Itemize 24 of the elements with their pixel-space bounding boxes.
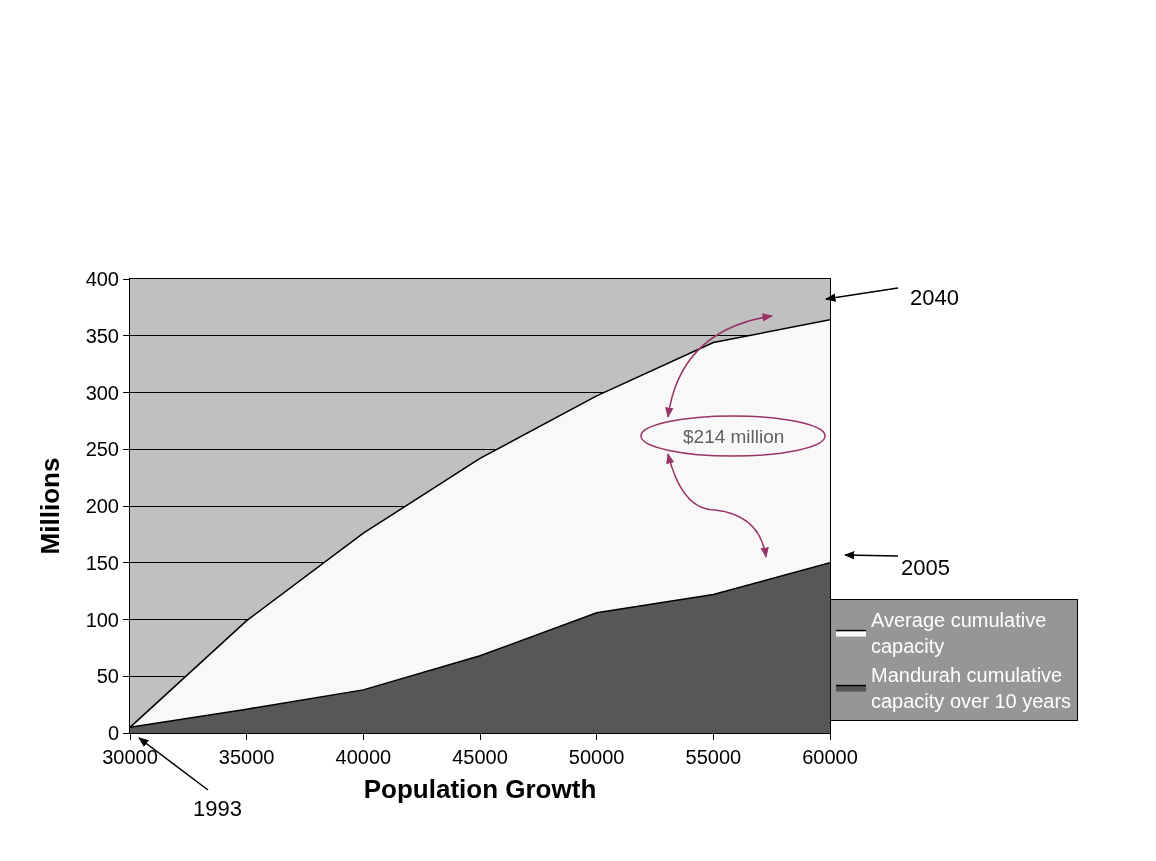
- y-tick-label: 100: [85, 608, 119, 631]
- y-tick-label: 150: [85, 551, 119, 574]
- x-tick-label: 55000: [685, 746, 742, 768]
- y-tick-label: 350: [85, 324, 119, 347]
- y-axis-title: Millions: [35, 457, 66, 555]
- text: 2005: [901, 555, 950, 580]
- x-tick-label: 60000: [802, 746, 858, 768]
- y-tick-label: 50: [96, 665, 119, 688]
- text: 2040: [910, 285, 959, 310]
- y-tick-label: 400: [85, 268, 119, 290]
- y-tick-label: 200: [85, 495, 119, 517]
- y-tick-label: 300: [85, 381, 119, 404]
- annotation: $214 million: [683, 426, 785, 447]
- y-tick-label: 0: [107, 722, 119, 744]
- x-tick-label: 40000: [335, 746, 392, 768]
- x-tick-label: 35000: [218, 746, 275, 768]
- legend-label: Mandurah cumulative capacity over 10 years: [871, 664, 1072, 713]
- x-axis-title: Population Growth: [363, 773, 597, 804]
- legend-label: Average cumulative capacity: [871, 609, 1047, 658]
- y-tick-label: 250: [85, 438, 119, 461]
- x-tick-label: 30000: [102, 746, 158, 768]
- x-tick-label: 50000: [568, 746, 625, 768]
- text: 1993: [193, 796, 242, 821]
- x-tick-label: 45000: [452, 746, 508, 768]
